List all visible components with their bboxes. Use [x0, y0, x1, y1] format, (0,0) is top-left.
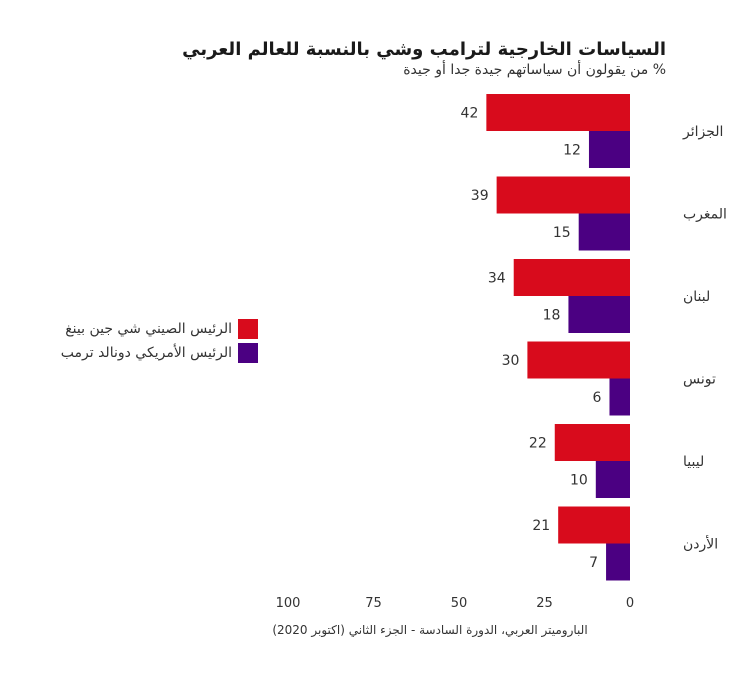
- data-label: 7: [589, 555, 598, 571]
- bar-trump-5: [606, 543, 630, 581]
- bar-xi-2: [513, 259, 630, 296]
- category-label: الجزائر: [682, 124, 723, 140]
- category-label: ليبيا: [683, 454, 704, 470]
- data-label: 39: [471, 188, 489, 204]
- bar-trump-1: [578, 213, 630, 251]
- x-tick-label: 100: [276, 596, 301, 611]
- bar-xi-0: [486, 94, 630, 131]
- bar-xi-4: [554, 424, 630, 461]
- x-tick-label: 75: [365, 596, 382, 611]
- bar-trump-4: [595, 461, 630, 498]
- data-label: 22: [529, 436, 547, 452]
- legend-label-trump: الرئيس الأمريكي دونالد ترمب: [60, 345, 232, 361]
- bar-xi-3: [527, 341, 630, 379]
- legend-swatch-trump: [238, 343, 258, 363]
- legend-swatch-xi: [238, 319, 258, 339]
- x-tick-label: 50: [451, 596, 468, 611]
- data-label: 10: [570, 473, 588, 489]
- category-label: تونس: [683, 372, 716, 388]
- bar-trump-2: [568, 296, 630, 333]
- legend: الرئيس الصيني شي جين بينغ الرئيس الأمريك…: [20, 318, 258, 366]
- bar-trump-0: [588, 131, 630, 168]
- x-tick-label: 0: [626, 596, 634, 611]
- category-label: المغرب: [683, 207, 727, 223]
- legend-item-trump: الرئيس الأمريكي دونالد ترمب: [20, 342, 258, 364]
- legend-item-xi: الرئيس الصيني شي جين بينغ: [20, 318, 258, 340]
- chart-source: الباروميتر العربي، الدورة السادسة - الجز…: [272, 623, 588, 637]
- legend-label-xi: الرئيس الصيني شي جين بينغ: [65, 321, 232, 337]
- category-label: الأردن: [683, 535, 718, 553]
- chart-title: السياسات الخارجية لترامب وشي بالنسبة للع…: [182, 39, 666, 60]
- data-label: 34: [488, 271, 506, 287]
- data-label: 12: [563, 143, 581, 159]
- bar-trump-3: [609, 378, 630, 416]
- data-label: 42: [461, 106, 479, 122]
- data-label: 18: [543, 308, 561, 324]
- category-label: لبنان: [683, 289, 710, 305]
- data-label: 15: [553, 225, 571, 241]
- x-tick-label: 25: [536, 596, 553, 611]
- data-label: 30: [502, 353, 520, 369]
- data-label: 21: [532, 518, 550, 534]
- chart-subtitle: % من يقولون أن سياساتهم جيدة جدا أو جيدة: [403, 62, 666, 78]
- bar-xi-1: [496, 176, 630, 214]
- bar-xi-5: [558, 506, 630, 544]
- data-label: 6: [593, 390, 602, 406]
